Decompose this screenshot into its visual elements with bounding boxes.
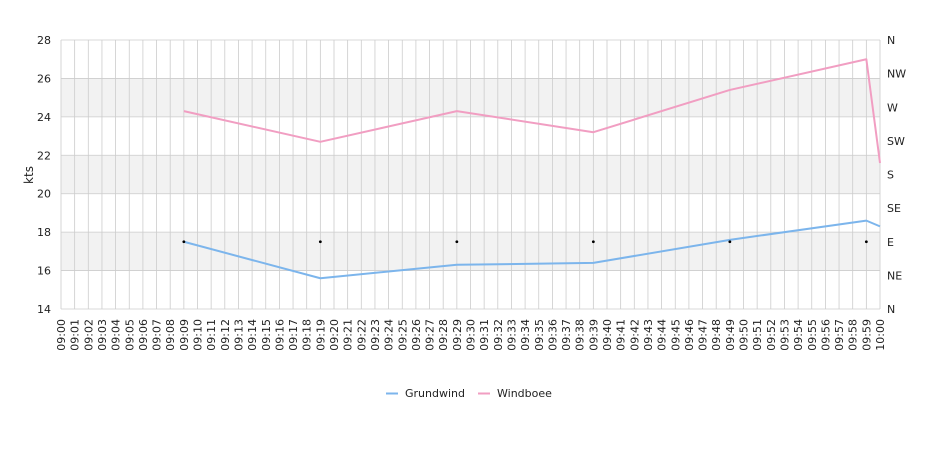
y2-tick-label: S [887, 169, 894, 182]
x-tick-label: 09:24 [383, 319, 396, 351]
x-tick-label: 09:57 [833, 319, 846, 351]
y-tick-label: 14 [37, 303, 51, 316]
y-axis-title: kts [22, 166, 36, 184]
legend-label: Windboee [497, 387, 552, 400]
x-tick-label: 09:29 [451, 319, 464, 351]
x-tick-label: 09:45 [669, 319, 682, 351]
y-tick-label: 22 [37, 149, 51, 162]
x-tick-label: 09:31 [478, 319, 491, 351]
x-tick-label: 09:52 [765, 319, 778, 351]
x-tick-label: 09:16 [273, 319, 286, 351]
series-lines [183, 58, 881, 280]
x-tick-label: 09:55 [806, 319, 819, 351]
x-tick-label: 09:48 [710, 319, 723, 351]
x-tick-label: 09:35 [533, 319, 546, 351]
x-tick-label: 10:00 [874, 319, 887, 351]
x-tick-label: 09:56 [819, 319, 832, 351]
x-tick-label: 09:09 [178, 319, 191, 351]
x-tick-label: 09:04 [110, 319, 123, 351]
direction-marker [591, 240, 595, 244]
y2-tick-label: E [887, 236, 894, 249]
x-tick-label: 09:42 [628, 319, 641, 351]
x-tick-label: 09:37 [560, 319, 573, 351]
legend: Grundwind Windboee [386, 387, 552, 400]
y-tick-label: 18 [37, 226, 51, 239]
x-tick-label: 09:01 [69, 319, 82, 351]
x-tick-label: 09:19 [314, 319, 327, 351]
y2-tick-label: W [887, 101, 898, 114]
series-line-windboee [183, 58, 881, 164]
x-tick-label: 09:43 [642, 319, 655, 351]
direction-marker [864, 240, 868, 244]
direction-marker [455, 240, 459, 244]
x-tick-label: 09:14 [246, 319, 259, 351]
y-tick-label: 20 [37, 188, 51, 201]
x-tick-label: 09:06 [137, 319, 150, 351]
x-tick-label: 09:30 [465, 319, 478, 351]
x-tick-label: 09:02 [82, 319, 95, 351]
x-tick-label: 09:41 [615, 319, 628, 351]
x-tick-label: 09:13 [232, 319, 245, 351]
x-tick-label: 09:25 [396, 319, 409, 351]
series-line-grundwind [183, 219, 881, 280]
x-tick-label: 09:33 [505, 319, 518, 351]
x-tick-label: 09:40 [601, 319, 614, 351]
grid-lines [60, 39, 881, 310]
x-tick-label: 09:10 [192, 319, 205, 351]
x-tick-label: 09:54 [792, 319, 805, 351]
direction-markers [182, 240, 868, 244]
x-tick-label: 09:46 [683, 319, 696, 351]
x-tick-label: 09:58 [847, 319, 860, 351]
x-tick-label: 09:38 [574, 319, 587, 351]
x-tick-label: 09:51 [751, 319, 764, 351]
x-tick-label: 09:12 [219, 319, 232, 351]
direction-marker [318, 240, 322, 244]
x-tick-label: 09:21 [342, 319, 355, 351]
y2-tick-label: N [887, 303, 895, 316]
x-tick-label: 09:32 [492, 319, 505, 351]
x-tick-label: 09:05 [123, 319, 136, 351]
y2-tick-label: N [887, 34, 895, 47]
x-tick-label: 09:15 [260, 319, 273, 351]
x-tick-label: 09:07 [151, 319, 164, 351]
y2-tick-label: NW [887, 68, 906, 81]
x-tick-label: 09:27 [424, 319, 437, 351]
direction-marker [182, 240, 186, 244]
x-tick-label: 09:00 [55, 319, 68, 351]
x-tick-label: 09:23 [369, 319, 382, 351]
x-tick-label: 09:39 [587, 319, 600, 351]
y-tick-label: 26 [37, 72, 51, 85]
x-tick-label: 09:08 [164, 319, 177, 351]
y-tick-label: 16 [37, 265, 51, 278]
x-tick-label: 09:20 [328, 319, 341, 351]
x-tick-label: 09:18 [301, 319, 314, 351]
y2-tick-label: SW [887, 135, 905, 148]
x-tick-label: 09:11 [205, 319, 218, 351]
x-tick-label: 09:03 [96, 319, 109, 351]
x-tick-label: 09:44 [656, 319, 669, 351]
x-tick-label: 09:36 [546, 319, 559, 351]
x-tick-label: 09:50 [738, 319, 751, 351]
x-tick-label: 09:59 [860, 319, 873, 351]
y2-tick-label: NE [887, 269, 902, 282]
x-tick-label: 09:34 [519, 319, 532, 351]
direction-marker [728, 240, 732, 244]
x-tick-label: 09:49 [724, 319, 737, 351]
x-tick-label: 09:47 [697, 319, 710, 351]
x-tick-label: 09:17 [287, 319, 300, 351]
legend-label: Grundwind [405, 387, 465, 400]
x-tick-label: 09:22 [355, 319, 368, 351]
y-tick-label: 28 [37, 34, 51, 47]
y-tick-label: 24 [37, 111, 51, 124]
y2-tick-label: SE [887, 202, 901, 215]
x-tick-label: 09:53 [778, 319, 791, 351]
x-tick-label: 09:28 [437, 319, 450, 351]
x-tick-label: 09:26 [410, 319, 423, 351]
